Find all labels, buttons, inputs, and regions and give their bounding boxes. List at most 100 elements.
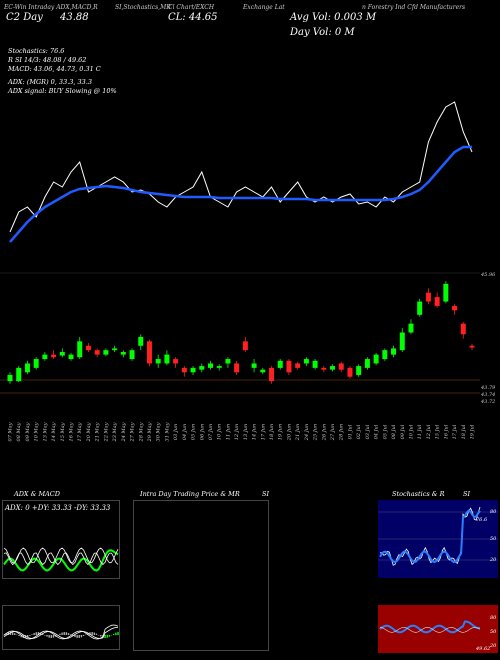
main-price-chart: 07 May 08 May 09 May 10 May 13 May 14 May 15 M…: [0, 101, 496, 442]
date-tick-label: 13 Jun: [243, 424, 249, 440]
date-tick-label: 16 Jul: [443, 424, 449, 439]
date-tick-label: 09 May: [25, 422, 31, 441]
date-tick-label: 10 Jul: [408, 424, 414, 439]
stoch-panel-title-suffix: SI: [463, 490, 471, 498]
macd-histogram-bar: [63, 632, 65, 635]
header-chart-label: Cl Chart/EXCH: [168, 4, 215, 11]
date-tick-label: 11 Jul: [417, 424, 423, 439]
candle-body: [425, 292, 431, 302]
candle-body: [42, 354, 48, 360]
date-tick-label: 17 Jun: [260, 424, 266, 440]
date-tick-label: 05 Jun: [191, 424, 197, 440]
macd-histogram-bar: [46, 635, 48, 637]
date-tick-label: 08 May: [16, 422, 22, 441]
candle-body: [199, 366, 205, 370]
candle-body: [129, 350, 135, 360]
date-tick-label: 25 Jun: [313, 424, 319, 441]
date-tick-label: 19 Jul: [470, 424, 476, 439]
rsi-readout: R SI 14/3: 48.08 / 49.62: [8, 56, 87, 64]
date-tick-label: 20 May: [86, 422, 92, 442]
level-label-low2: 43.72: [480, 399, 495, 405]
macd-histogram-bar: [42, 633, 44, 635]
candle-body: [33, 359, 39, 368]
candle-body: [338, 363, 344, 370]
date-tick-label: 06 Jun: [199, 424, 205, 440]
macd-histogram-bar: [93, 632, 96, 635]
candle-body: [373, 354, 379, 364]
date-tick-label: 18 Jul: [461, 424, 467, 439]
macd-histogram-bar: [112, 633, 115, 635]
date-tick-label: 14 Jun: [252, 424, 258, 440]
candle-body: [312, 360, 318, 368]
adx-panel: ADX: 0 +DY: 33.33 -DY: 33.33: [2, 500, 120, 650]
macd-histogram-bar: [16, 634, 18, 636]
level-label-mid: 43.79: [480, 385, 496, 391]
macd-histogram-bar: [11, 632, 14, 635]
level-label-low1: 43.74: [480, 392, 495, 398]
macd-histogram-bar: [76, 635, 78, 638]
macd-histogram-bar: [117, 632, 119, 635]
rsi-level-20: 20: [489, 643, 497, 649]
adx-line: [3, 552, 119, 566]
adx-readout: ADX: (MGR) 0, 33.3, 33.3: [8, 78, 93, 86]
candle-body: [112, 348, 118, 351]
candle-body: [434, 297, 440, 306]
date-tick-label: 24 Jun: [304, 424, 310, 441]
macd-histogram-bar: [9, 632, 12, 635]
candle-body: [408, 323, 414, 333]
macd-histogram-bar: [52, 635, 55, 638]
date-tick-label: 04 Jun: [182, 424, 188, 440]
day-price: 43.88: [60, 12, 89, 23]
macd-histogram-bar: [108, 635, 111, 637]
header-indicators: SI,Stochastics,MR: [115, 4, 171, 11]
mr-panel-title-suffix: SI: [262, 490, 270, 498]
date-tick-label: 10 Jun: [217, 424, 223, 440]
macd-histogram-bar: [85, 634, 87, 636]
candle-body: [173, 359, 179, 364]
date-tick-label: 27 May: [130, 422, 136, 442]
rsi-signal-line: [379, 626, 481, 633]
macd-histogram-bar: [5, 633, 7, 635]
date-tick-label: 15 May: [60, 422, 66, 441]
candle-body: [146, 341, 152, 364]
date-tick-label: 10 May: [34, 422, 40, 441]
macd-histogram-bar: [106, 635, 108, 638]
date-tick-label: 17 Jul: [452, 424, 458, 439]
candle-body: [303, 359, 309, 364]
candle-body: [225, 359, 231, 364]
stoch-value-tag: 76.6: [476, 517, 488, 523]
adx-minus-di-line: [3, 547, 119, 564]
stoch-level-50: 50: [490, 536, 497, 542]
date-tick-label: 20 Jun: [286, 424, 292, 441]
candle-body: [77, 341, 83, 358]
day-label: C2 Day: [6, 12, 43, 23]
level-label-top: 45.96: [480, 272, 496, 278]
date-tick-label: 22 May: [103, 422, 109, 442]
date-tick-label: 30 May: [156, 422, 162, 441]
candle-body: [364, 359, 370, 368]
date-tick-label: 08 Jul: [391, 424, 397, 439]
date-tick-label: 21 Jun: [295, 424, 301, 441]
rsi-level-50: 50: [490, 629, 497, 635]
adx-macd-panel-title: ADX & MACD: [14, 490, 60, 498]
date-tick-label: 14 May: [51, 422, 57, 441]
candle-body: [452, 305, 458, 311]
macd-histogram-bar: [80, 635, 83, 638]
rsi-value-tag: 49.62: [475, 646, 490, 652]
macd-histogram-bar: [100, 635, 102, 637]
stochastics-rsi-panel: 80 50 20 76.6 80 50 20 49.62: [378, 500, 498, 653]
date-tick-label: 12 Jul: [426, 424, 432, 439]
date-tick-label: 07 Jun: [208, 424, 214, 440]
candle-body: [51, 354, 57, 358]
candle-body: [460, 323, 466, 335]
candle-body: [181, 367, 187, 373]
rsi-line: [379, 620, 481, 634]
candle-body: [234, 363, 240, 373]
candle-body: [356, 366, 362, 375]
macd-histogram-bar: [104, 635, 106, 638]
date-tick-label: 31 May: [164, 422, 170, 441]
price-level-lines: [0, 272, 480, 394]
candle-body: [321, 367, 327, 370]
date-tick-label: 09 Jul: [400, 424, 406, 439]
date-tick-label: 17 May: [77, 422, 83, 441]
